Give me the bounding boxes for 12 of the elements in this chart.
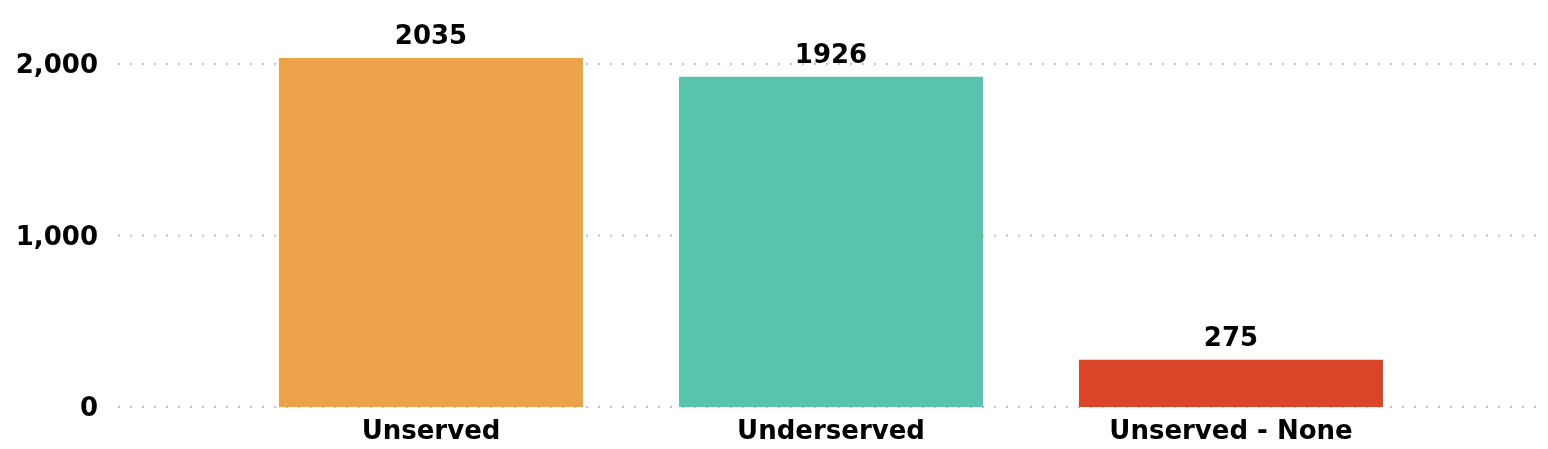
bar	[279, 58, 583, 407]
y-tick-label: 1,000	[15, 220, 98, 251]
x-tick-label: Unserved	[361, 415, 501, 446]
y-tick-label: 2,000	[15, 49, 98, 80]
data-label: 2035	[394, 20, 468, 50]
data-label: 275	[1203, 321, 1259, 352]
bar	[1079, 359, 1383, 407]
x-tick-label: Unserved - None	[1109, 415, 1353, 446]
data-label: 1926	[794, 38, 868, 69]
y-tick-label: 0	[79, 392, 98, 423]
x-tick-label: Underserved	[737, 415, 925, 446]
bar	[679, 76, 983, 407]
